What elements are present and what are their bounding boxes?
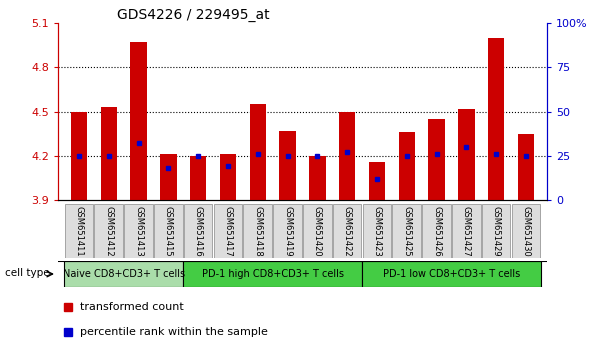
Text: percentile rank within the sample: percentile rank within the sample xyxy=(80,326,268,337)
Bar xyxy=(95,204,123,258)
Bar xyxy=(458,109,475,200)
Bar xyxy=(160,154,177,200)
Text: GSM651419: GSM651419 xyxy=(283,206,292,256)
Bar xyxy=(273,204,302,258)
Text: GSM651430: GSM651430 xyxy=(521,206,530,257)
Bar xyxy=(362,261,541,287)
Text: Naive CD8+CD3+ T cells: Naive CD8+CD3+ T cells xyxy=(62,269,185,279)
Bar xyxy=(130,42,147,200)
Bar xyxy=(369,162,385,200)
Text: GSM651423: GSM651423 xyxy=(373,206,381,257)
Text: cell type: cell type xyxy=(5,268,49,278)
Bar xyxy=(184,204,213,258)
Bar xyxy=(249,104,266,200)
Bar xyxy=(422,204,451,258)
Text: transformed count: transformed count xyxy=(80,302,184,313)
Bar xyxy=(309,156,326,200)
Text: GDS4226 / 229495_at: GDS4226 / 229495_at xyxy=(117,8,269,22)
Text: GSM651420: GSM651420 xyxy=(313,206,322,256)
Text: GSM651422: GSM651422 xyxy=(343,206,352,256)
Bar xyxy=(214,204,242,258)
Text: GSM651425: GSM651425 xyxy=(402,206,411,256)
Text: GSM651412: GSM651412 xyxy=(104,206,113,256)
Bar xyxy=(518,134,534,200)
Bar xyxy=(154,204,183,258)
Text: GSM651426: GSM651426 xyxy=(432,206,441,257)
Bar xyxy=(71,112,87,200)
Text: GSM651416: GSM651416 xyxy=(194,206,203,257)
Bar xyxy=(279,131,296,200)
Bar xyxy=(452,204,481,258)
Bar xyxy=(511,204,540,258)
Bar xyxy=(363,204,391,258)
Bar xyxy=(482,204,510,258)
Text: GSM651413: GSM651413 xyxy=(134,206,143,257)
Bar xyxy=(488,38,504,200)
Text: GSM651411: GSM651411 xyxy=(75,206,84,256)
Text: PD-1 high CD8+CD3+ T cells: PD-1 high CD8+CD3+ T cells xyxy=(202,269,343,279)
Bar xyxy=(220,154,236,200)
Bar xyxy=(392,204,421,258)
Bar xyxy=(428,119,445,200)
Bar xyxy=(339,112,356,200)
Bar xyxy=(303,204,332,258)
Bar xyxy=(65,204,93,258)
Bar xyxy=(243,204,272,258)
Text: GSM651429: GSM651429 xyxy=(492,206,500,256)
Bar xyxy=(398,132,415,200)
Text: GSM651418: GSM651418 xyxy=(253,206,262,257)
Bar xyxy=(190,156,207,200)
Bar xyxy=(333,204,362,258)
Bar xyxy=(101,107,117,200)
Text: PD-1 low CD8+CD3+ T cells: PD-1 low CD8+CD3+ T cells xyxy=(383,269,520,279)
Bar xyxy=(64,261,183,287)
Text: GSM651415: GSM651415 xyxy=(164,206,173,256)
Bar xyxy=(124,204,153,258)
Text: GSM651417: GSM651417 xyxy=(224,206,232,257)
Text: GSM651427: GSM651427 xyxy=(462,206,471,257)
Bar xyxy=(183,261,362,287)
